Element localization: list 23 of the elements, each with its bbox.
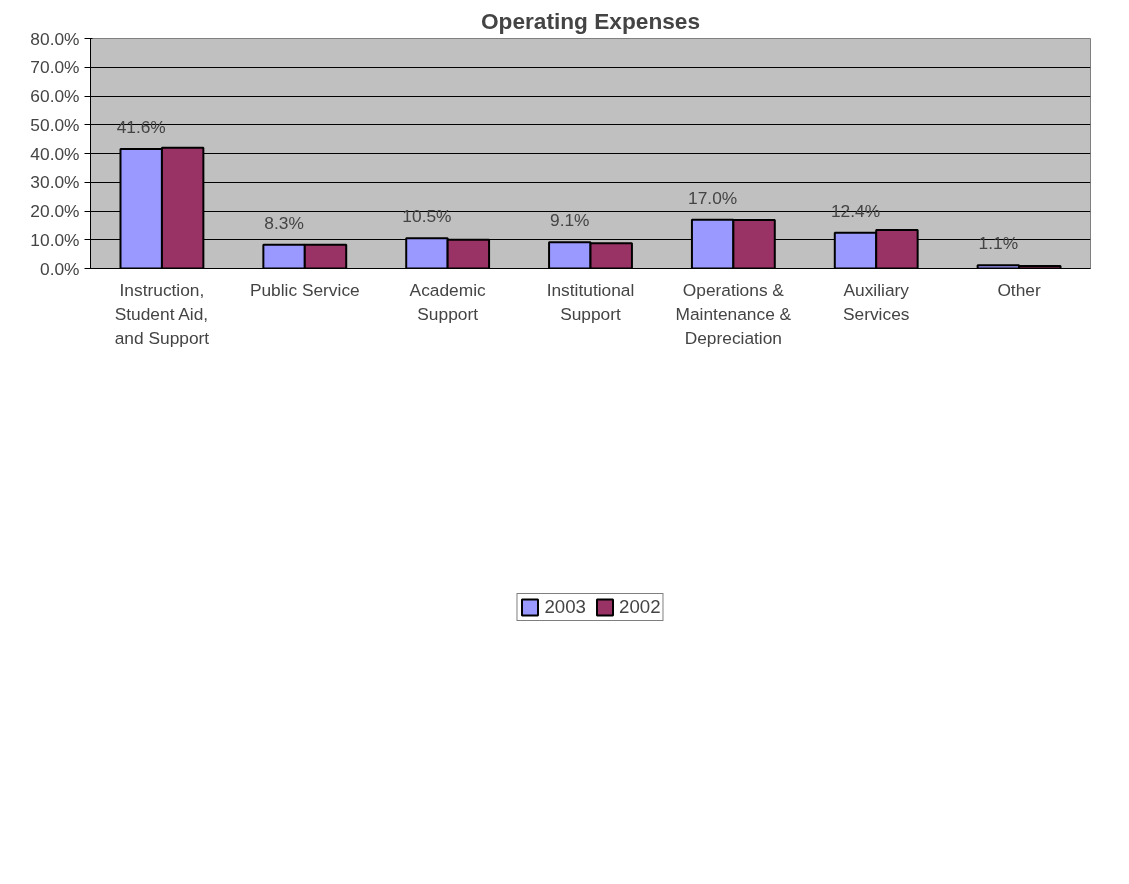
y-tick-label: 60.0%	[30, 86, 80, 106]
x-tick-label: Public Service	[249, 279, 360, 300]
y-tick-label: 50.0%	[30, 114, 80, 135]
x-tick-label: Instruction, Student Aid, and Support	[114, 279, 210, 348]
legend-label: 2003	[544, 596, 586, 618]
legend-label: 2002	[619, 596, 661, 618]
y-tick-label: 80.0%	[30, 28, 80, 49]
y-tick-label: 40.0%	[30, 143, 80, 164]
y-tick-label: 10.0%	[30, 229, 80, 250]
y-tick-label: 20.0%	[30, 201, 80, 221]
x-tick-label: Institutional Support	[546, 279, 635, 324]
data-label: 8.3%	[264, 212, 304, 233]
x-tick-label: Academic Support	[409, 279, 487, 324]
data-label: 10.5%	[402, 206, 452, 227]
y-tick-label: 30.0%	[30, 172, 80, 193]
x-tick-label: Other	[997, 279, 1041, 300]
chart-title: Operating Expenses	[480, 7, 701, 34]
data-label: 17.0%	[688, 187, 738, 208]
data-label: 9.1%	[550, 210, 590, 231]
x-tick-label: Operations & Maintenance & Depreciation	[675, 279, 792, 348]
x-tick-label: Auxiliary Services	[842, 279, 910, 324]
y-tick-label: 70.0%	[30, 57, 80, 78]
y-tick-label: 0.0%	[40, 258, 80, 279]
